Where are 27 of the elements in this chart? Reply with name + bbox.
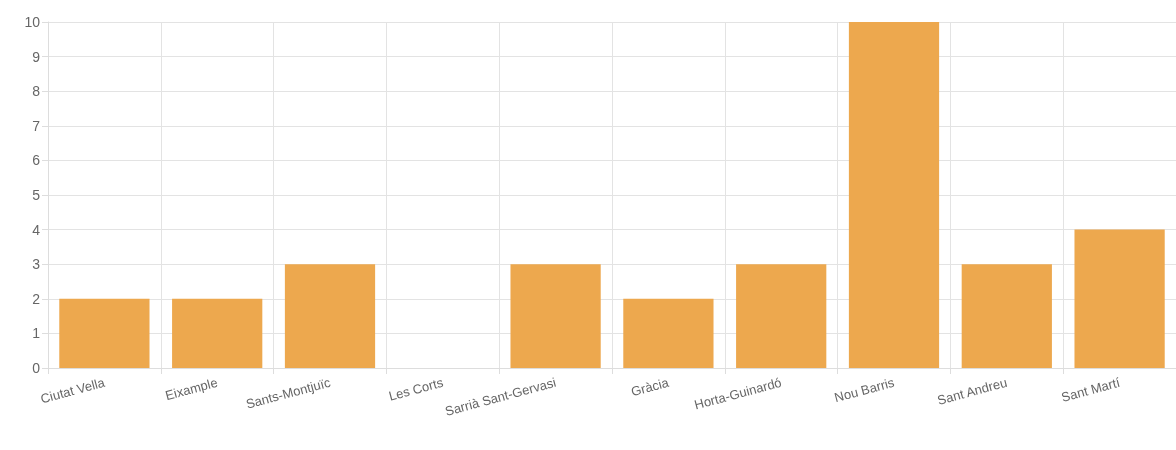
y-tick-label: 10 — [24, 14, 41, 30]
y-tick-label: 7 — [32, 117, 41, 134]
x-tick-label: Les Corts — [387, 374, 446, 404]
bar — [1074, 229, 1165, 368]
bar — [961, 264, 1052, 368]
x-tick-label: Sant Andreu — [935, 374, 1009, 408]
y-tick-label: 6 — [32, 152, 41, 169]
x-tick-label: Nou Barris — [832, 374, 897, 406]
bar — [284, 264, 376, 368]
y-tick-label: 3 — [32, 256, 41, 273]
bar — [848, 22, 940, 368]
y-tick-label: 5 — [32, 187, 41, 203]
y-tick-label: 4 — [32, 221, 41, 238]
bar — [172, 298, 263, 368]
y-tick-label: 8 — [32, 83, 41, 100]
bar — [59, 298, 150, 368]
x-tick-label: Sant Martí — [1059, 374, 1122, 405]
x-tick-label: Ciutat Vella — [38, 374, 108, 407]
y-tick-label: 9 — [32, 48, 41, 65]
y-tick-label: 1 — [32, 325, 41, 342]
x-tick-label: Eixample — [163, 374, 220, 404]
y-tick-label: 2 — [32, 290, 41, 307]
bar — [623, 298, 714, 368]
y-tick-label: 0 — [32, 360, 41, 376]
x-tick-label: Gràcia — [629, 374, 672, 400]
bar — [736, 264, 827, 368]
bar — [510, 264, 601, 368]
